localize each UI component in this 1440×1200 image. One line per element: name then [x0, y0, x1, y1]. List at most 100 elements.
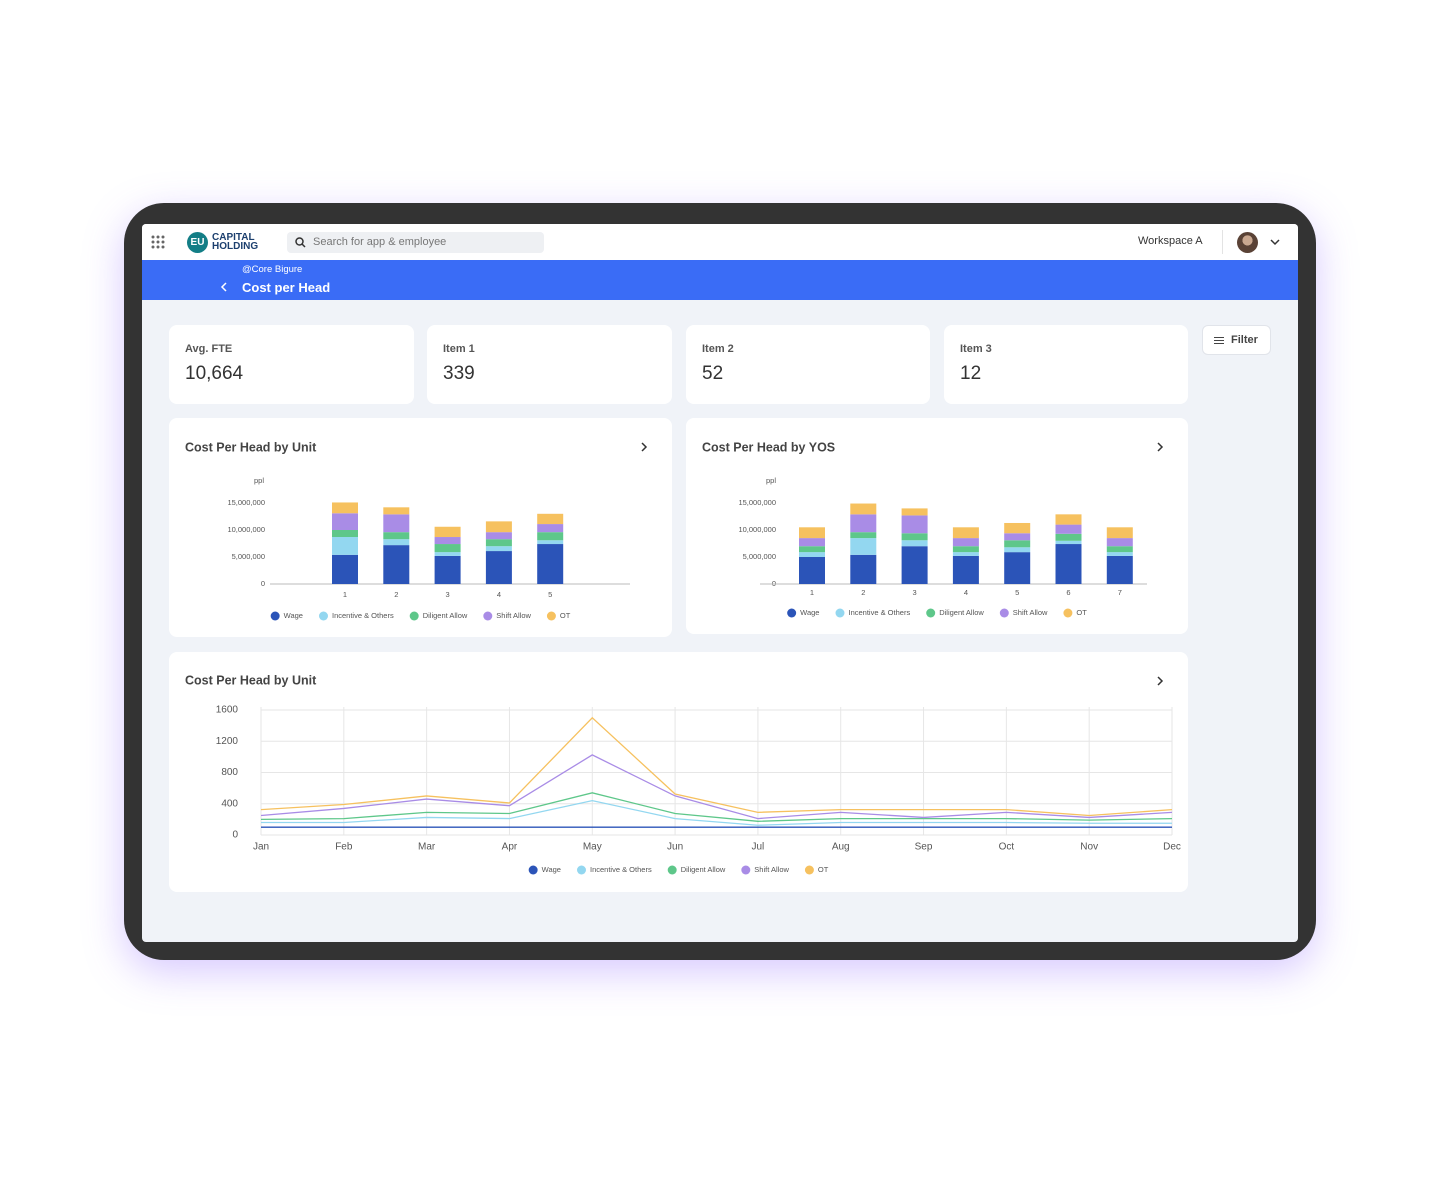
filter-button[interactable]: Filter — [1202, 325, 1271, 355]
bar-segment — [850, 532, 877, 539]
top-bar: EU CAPITAL HOLDING Search for app & emplo… — [142, 224, 1298, 260]
expand-icon[interactable] — [641, 442, 648, 452]
bar-segment — [850, 503, 877, 515]
bar-segment — [332, 513, 358, 530]
x-tick-label: Jun — [667, 842, 683, 853]
workspace[interactable]: Workspace A — [1138, 235, 1203, 247]
chart: Cost Per Head by Unit 0 400 800 1200 1600 Jan F… — [185, 673, 1181, 875]
search-box[interactable]: Search for app & employee — [287, 232, 544, 253]
bar-segment — [1055, 544, 1082, 584]
x-tick-label: 4 — [964, 588, 968, 597]
legend-marker — [999, 608, 1009, 618]
legend: Wage Incentive & Others Diligent Allow Shif… — [270, 611, 571, 621]
kpi-value: 339 — [443, 363, 475, 384]
y-axis-label: ppl — [254, 476, 264, 485]
bar-segment — [485, 546, 512, 552]
bar-segment — [1055, 524, 1082, 534]
bar-segment — [1004, 522, 1031, 534]
bar-segment — [1055, 540, 1082, 545]
bar-segment — [383, 507, 410, 515]
bar-segment — [537, 524, 564, 533]
bar-segment — [1106, 527, 1133, 539]
logo-badge: EU — [187, 232, 208, 253]
bar-segment — [799, 527, 825, 539]
legend-label: Diligent Allow — [423, 611, 468, 620]
line-series — [260, 716, 1173, 817]
legend-marker — [270, 611, 280, 621]
bar-segment — [952, 527, 979, 539]
x-tick-label: Feb — [335, 842, 353, 853]
legend-marker — [926, 608, 936, 618]
y-tick-label: 0 — [772, 579, 776, 588]
legend-marker — [576, 865, 586, 875]
x-tick-label: May — [583, 842, 602, 853]
bar-segment — [952, 538, 979, 547]
x-tick-label: Apr — [502, 842, 518, 853]
expand-icon[interactable] — [1157, 442, 1164, 452]
bar-segment — [537, 513, 564, 525]
dropdown-icon[interactable] — [1270, 238, 1280, 246]
x-tick-label: Dec — [1163, 842, 1181, 853]
legend-label: OT — [818, 865, 829, 874]
x-tick-label: 6 — [1066, 588, 1070, 597]
bar-segment — [485, 521, 512, 533]
bar-segment — [952, 555, 979, 584]
x-tick-label: Aug — [832, 842, 850, 853]
legend-marker — [318, 611, 328, 621]
legend-marker — [667, 865, 677, 875]
bar-segment — [332, 537, 358, 555]
x-tick-label: 3 — [446, 590, 450, 599]
chart-title: Cost Per Head by Unit — [185, 440, 317, 454]
line-series — [260, 754, 1173, 820]
back-icon[interactable] — [220, 282, 228, 292]
legend-label: Wage — [542, 865, 561, 874]
logo-text: CAPITAL HOLDING — [212, 233, 259, 252]
bar-segment — [799, 552, 825, 557]
bar-segment — [434, 555, 461, 584]
kpi-value: 10,664 — [185, 363, 244, 384]
bar-segment — [1004, 547, 1031, 553]
search-icon — [295, 237, 306, 248]
bar-segment — [901, 546, 928, 584]
bar-segment — [537, 544, 564, 584]
bar-segment — [1106, 555, 1133, 584]
x-tick-label: 5 — [1015, 588, 1019, 597]
bar-segment — [434, 526, 461, 538]
legend-label: OT — [560, 611, 571, 620]
avatar[interactable] — [1237, 232, 1258, 253]
bar-segment — [434, 552, 461, 556]
legend-label: Wage — [284, 611, 303, 620]
bar-segment — [434, 537, 461, 545]
legend-label: Shift Allow — [754, 865, 789, 874]
bar-segment — [952, 546, 979, 553]
x-tick-label: 1 — [810, 588, 814, 597]
bar-segment — [1055, 514, 1082, 525]
legend-marker — [835, 608, 845, 618]
x-tick-label: Nov — [1080, 842, 1098, 853]
chart-card: Cost Per Head by YOS 0 5,000,000 10,000,000… — [686, 418, 1188, 634]
bar-segment — [383, 539, 410, 546]
bar-segment — [1106, 546, 1133, 553]
breadcrumb-parent[interactable]: @Core Bigure — [242, 264, 303, 275]
bar-segment — [952, 552, 979, 556]
kpi-card: Item 1 339 — [427, 325, 672, 404]
bar-segment — [901, 508, 928, 516]
bar-segment — [434, 544, 461, 553]
bar-segment — [485, 532, 512, 540]
kpi-card: Avg. FTE 10,664 — [169, 325, 414, 404]
x-tick-label: 2 — [394, 590, 398, 599]
y-tick-label: 0 — [261, 579, 265, 588]
x-tick-label: 2 — [861, 588, 865, 597]
legend-label: Incentive & Others — [848, 608, 910, 617]
expand-icon[interactable] — [1157, 676, 1164, 686]
bar-segment — [332, 530, 358, 538]
bar-segment — [1004, 540, 1031, 548]
x-tick-label: Mar — [418, 842, 436, 853]
apps-icon[interactable] — [151, 235, 165, 249]
logo-line: HOLDING — [212, 241, 259, 252]
screen: EU CAPITAL HOLDING Search for app & emplo… — [142, 224, 1298, 942]
kpi-card: Item 3 12 — [944, 325, 1188, 404]
y-tick-label: 10,000,000 — [227, 525, 265, 534]
y-tick-label: 15,000,000 — [738, 498, 776, 507]
